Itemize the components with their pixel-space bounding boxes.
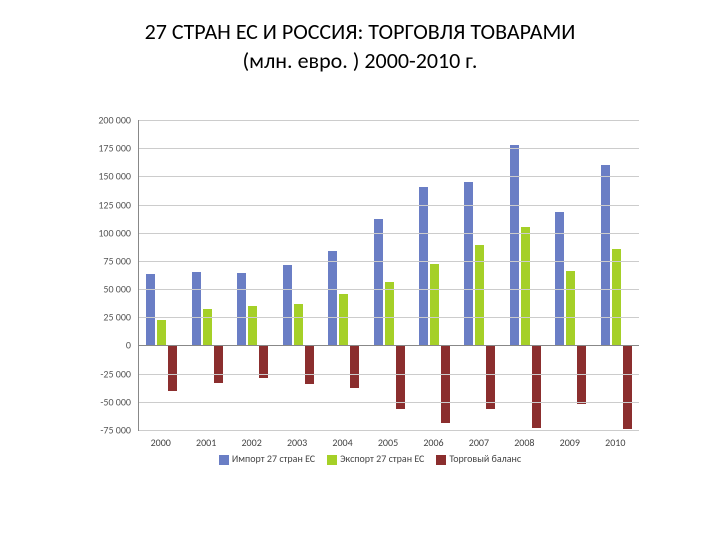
y-tick-label: -75 000 <box>81 424 131 437</box>
bar-Импорт-27-стран-ЕС <box>192 272 201 345</box>
bar-Импорт-27-стран-ЕС <box>146 274 155 345</box>
legend-swatch <box>436 455 446 465</box>
y-tick-label: 0 <box>81 339 131 352</box>
x-tick-label: 2000 <box>151 436 171 449</box>
legend: Импорт 27 стран ЕС Экспорт 27 стран ЕС Тор… <box>80 452 660 465</box>
x-tick-label: 2010 <box>605 436 625 449</box>
y-tick-label: -50 000 <box>81 395 131 408</box>
x-tick-label: 2009 <box>560 436 580 449</box>
y-tick-label: 175 000 <box>81 142 131 155</box>
bar-Экспорт-27-стран-ЕС <box>248 306 257 345</box>
x-tick-label: 2007 <box>469 436 489 449</box>
legend-label: Торговый баланс <box>449 452 521 465</box>
y-tick-label: 125 000 <box>81 198 131 211</box>
bar-Импорт-27-стран-ЕС <box>510 145 519 346</box>
y-tick-label: 50 000 <box>81 283 131 296</box>
gridline <box>139 205 639 206</box>
bar-Торговый-баланс <box>396 345 405 408</box>
bar-Импорт-27-стран-ЕС <box>283 265 292 345</box>
bar-Импорт-27-стран-ЕС <box>464 182 473 345</box>
gridline <box>139 289 639 290</box>
bar-Торговый-баланс <box>168 345 177 390</box>
title-line-2: (млн. евро. ) 2000-2010 г. <box>243 47 478 74</box>
gridline <box>139 233 639 234</box>
bars-layer <box>139 120 639 430</box>
bar-Экспорт-27-стран-ЕС <box>203 309 212 345</box>
bar-Экспорт-27-стран-ЕС <box>521 227 530 345</box>
gridline <box>139 261 639 262</box>
legend-item: Торговый баланс <box>436 452 521 465</box>
plot-area: -75 000-50 000-25 000025 00050 00075 000… <box>138 120 639 431</box>
bar-Торговый-баланс <box>623 345 632 428</box>
bar-Экспорт-27-стран-ЕС <box>339 294 348 346</box>
gridline <box>139 317 639 318</box>
y-tick-label: 100 000 <box>81 226 131 239</box>
bar-Экспорт-27-стран-ЕС <box>566 271 575 345</box>
bar-Торговый-баланс <box>441 345 450 423</box>
x-tick-label: 2002 <box>241 436 261 449</box>
x-tick-label: 2006 <box>423 436 443 449</box>
gridline <box>139 120 639 121</box>
bar-Экспорт-27-стран-ЕС <box>612 249 621 346</box>
bar-Импорт-27-стран-ЕС <box>419 187 428 346</box>
bar-Экспорт-27-стран-ЕС <box>385 282 394 345</box>
legend-item: Экспорт 27 стран ЕС <box>327 452 424 465</box>
gridline <box>139 402 639 403</box>
gridline <box>139 345 639 346</box>
gridline <box>139 430 639 431</box>
bar-Торговый-баланс <box>305 345 314 383</box>
x-tick-label: 2005 <box>378 436 398 449</box>
x-tick-label: 2001 <box>196 436 216 449</box>
gridline <box>139 148 639 149</box>
bar-Импорт-27-стран-ЕС <box>328 251 337 346</box>
bar-Торговый-баланс <box>577 345 586 404</box>
legend-swatch <box>327 455 337 465</box>
bar-Торговый-баланс <box>486 345 495 408</box>
legend-label: Импорт 27 стран ЕС <box>232 452 315 465</box>
gridline <box>139 176 639 177</box>
y-tick-label: 150 000 <box>81 170 131 183</box>
bar-Торговый-баланс <box>214 345 223 382</box>
chart-container: -75 000 -50 000 -25 000 0 25 000 50 000 75 000… <box>80 120 660 490</box>
legend-item: Импорт 27 стран ЕС <box>219 452 315 465</box>
gridline <box>139 374 639 375</box>
bar-Экспорт-27-стран-ЕС <box>430 264 439 345</box>
bar-Экспорт-27-стран-ЕС <box>157 320 166 346</box>
y-tick-label: -25 000 <box>81 367 131 380</box>
y-tick-label: 200 000 <box>81 114 131 127</box>
bar-Экспорт-27-стран-ЕС <box>294 304 303 346</box>
y-tick-label: 25 000 <box>81 311 131 324</box>
bar-Торговый-баланс <box>350 345 359 388</box>
x-tick-label: 2004 <box>332 436 352 449</box>
bar-Импорт-27-стран-ЕС <box>601 165 610 345</box>
y-tick-label: 75 000 <box>81 254 131 267</box>
bar-Импорт-27-стран-ЕС <box>374 219 383 345</box>
bar-Импорт-27-стран-ЕС <box>237 273 246 345</box>
chart-title: 27 СТРАН ЕС И РОССИЯ: ТОРГОВЛЯ ТОВАРАМИ … <box>0 0 720 75</box>
bar-Торговый-баланс <box>532 345 541 427</box>
x-tick-label: 2003 <box>287 436 307 449</box>
title-line-1: 27 СТРАН ЕС И РОССИЯ: ТОРГОВЛЯ ТОВАРАМИ <box>145 18 576 45</box>
legend-label: Экспорт 27 стран ЕС <box>340 452 424 465</box>
legend-swatch <box>219 455 229 465</box>
x-tick-label: 2008 <box>514 436 534 449</box>
